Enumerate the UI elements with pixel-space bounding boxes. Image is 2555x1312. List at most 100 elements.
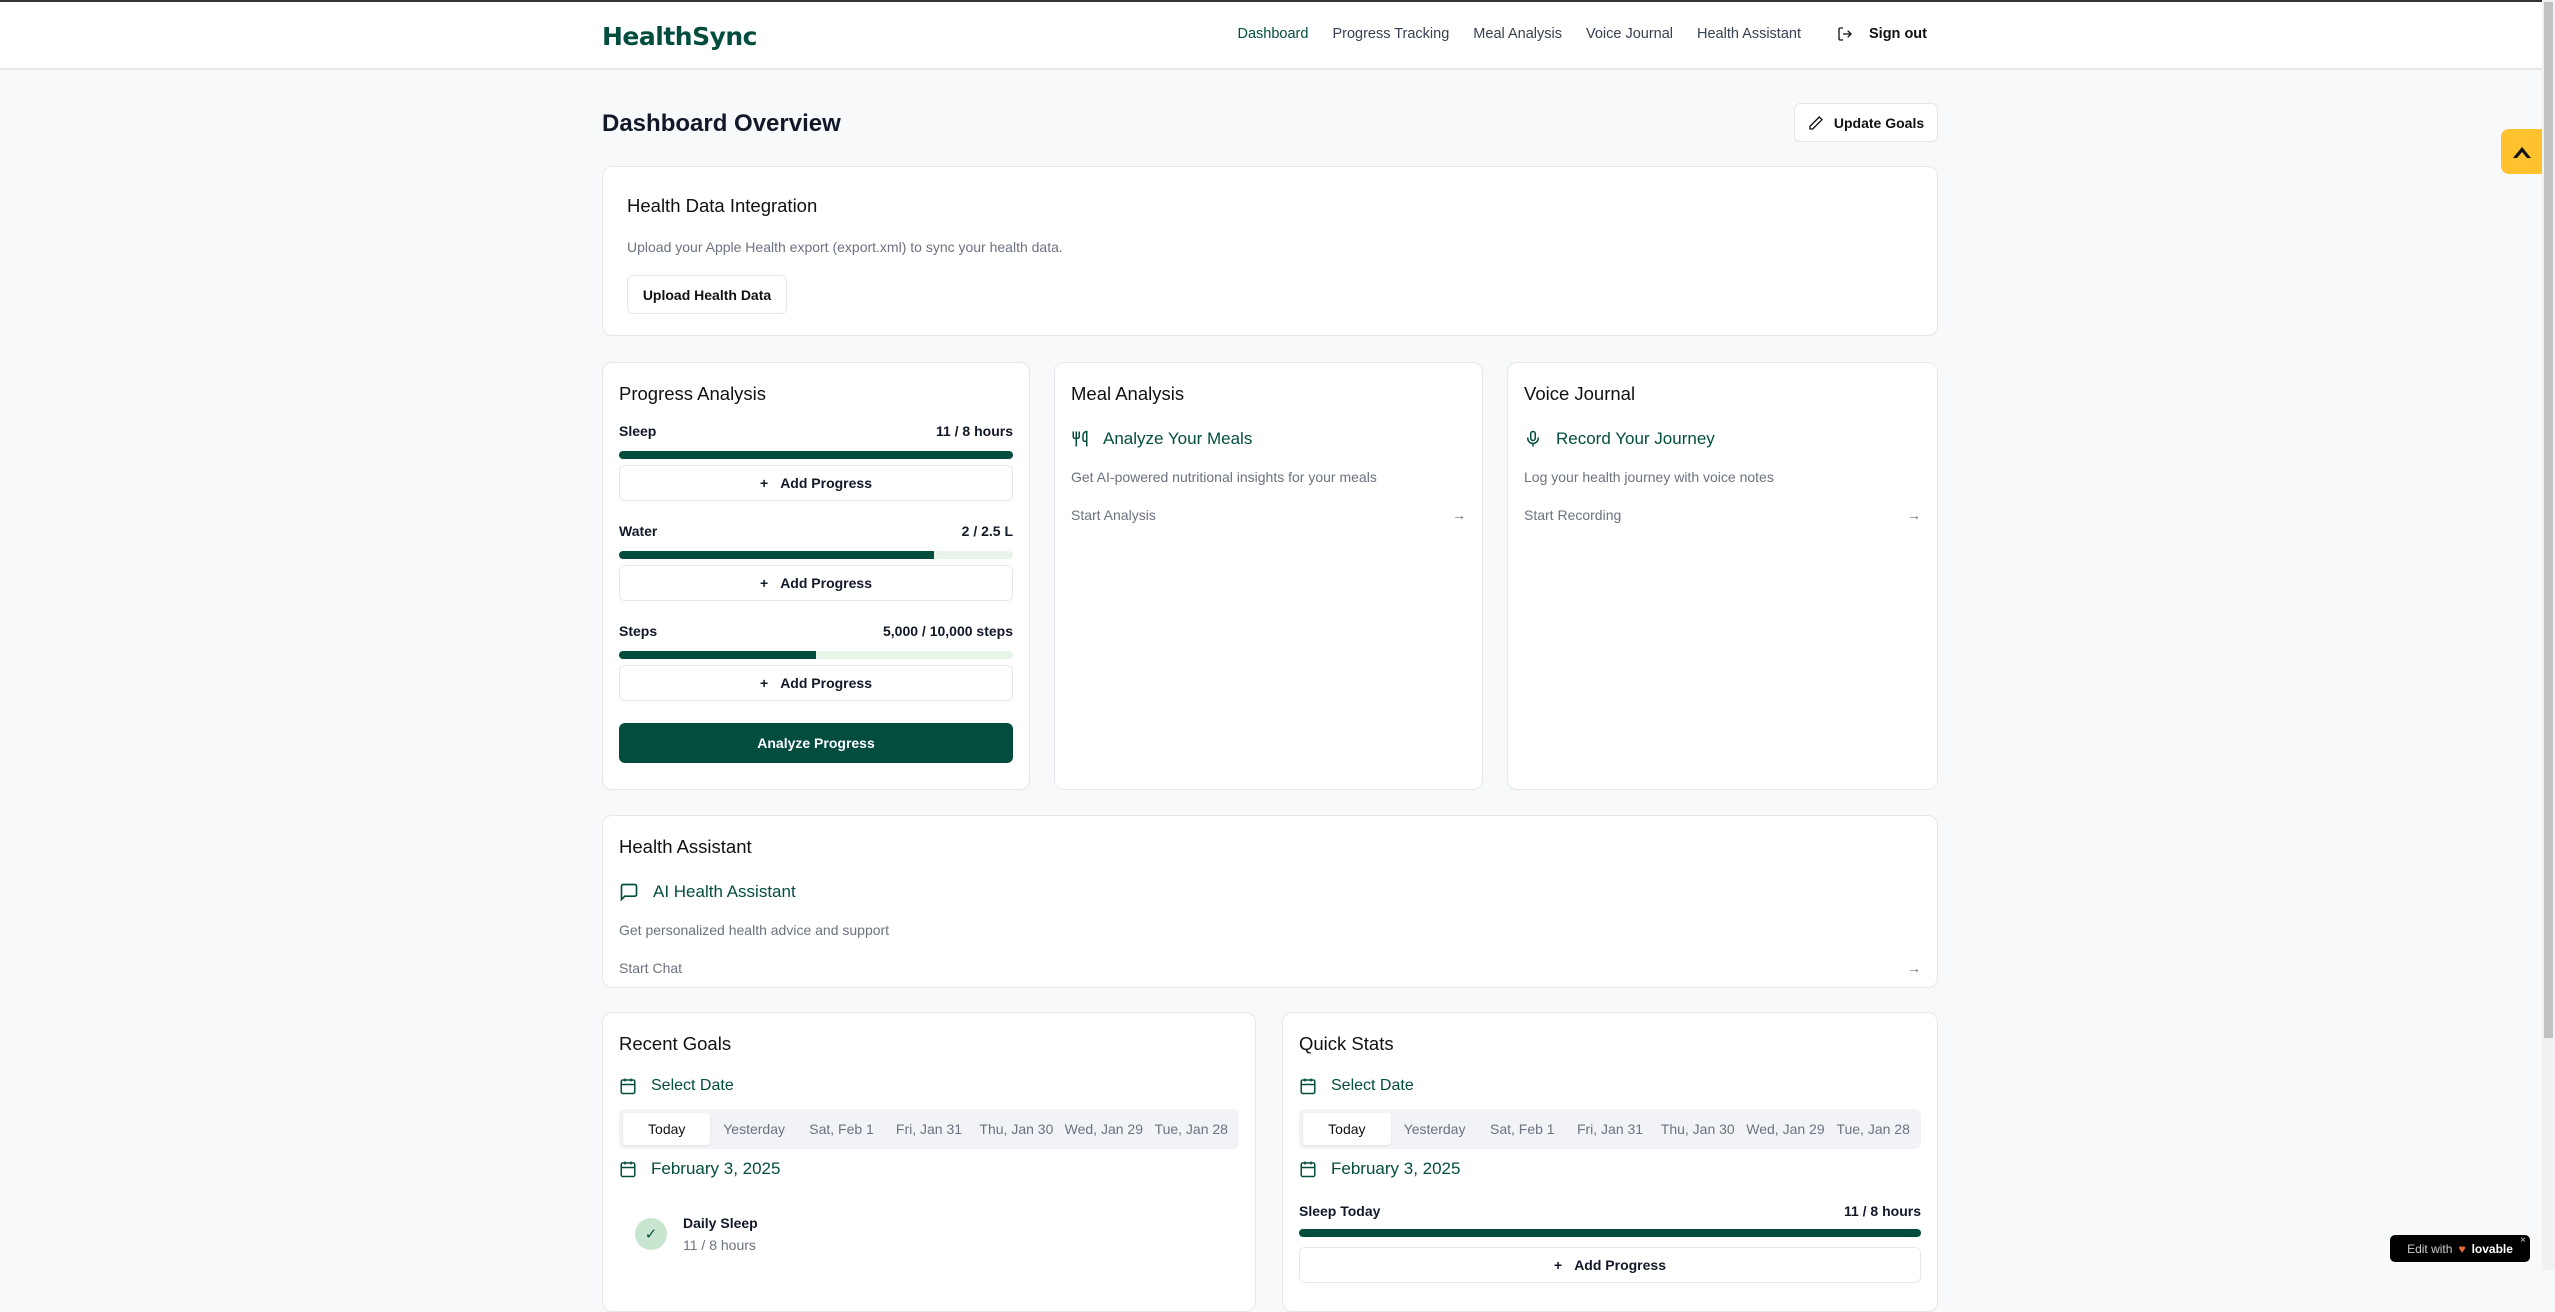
progress-fill xyxy=(1299,1229,1921,1237)
link-label: Start Recording xyxy=(1524,507,1622,523)
logo[interactable]: HealthSync xyxy=(602,22,758,51)
date-tab[interactable]: Yesterday xyxy=(1403,1121,1466,1137)
card-title: Health Assistant xyxy=(619,836,752,857)
microphone-icon xyxy=(1527,430,1539,447)
nav-progress-tracking[interactable]: Progress Tracking xyxy=(1332,26,1450,42)
scrollbar[interactable] xyxy=(2542,0,2555,1270)
update-goals-button[interactable]: Update Goals xyxy=(1794,103,1938,142)
feature-description: Log your health journey with voice notes xyxy=(1524,469,1774,485)
date-tab[interactable]: Fri, Jan 31 xyxy=(895,1121,963,1137)
upload-health-data-button[interactable]: Upload Health Data xyxy=(627,275,787,314)
date-tab[interactable]: Today xyxy=(1303,1113,1391,1145)
select-date-label: Select Date xyxy=(1331,1077,1414,1094)
plus-icon: + xyxy=(760,575,769,591)
nav-meal-analysis[interactable]: Meal Analysis xyxy=(1473,26,1562,42)
check-icon: ✓ xyxy=(635,1218,667,1250)
link-label: Start Chat xyxy=(619,960,683,976)
card-title: Quick Stats xyxy=(1299,1033,1394,1054)
nav-health-assistant[interactable]: Health Assistant xyxy=(1697,26,1801,42)
health-assistant-card: Health Assistant AI Health Assistant Get… xyxy=(602,815,1938,988)
calendar-icon xyxy=(1300,1078,1316,1095)
assistant-feature: AI Health Assistant xyxy=(619,882,1921,902)
selected-date-label: February 3, 2025 xyxy=(1331,1159,1461,1178)
selected-date-label: February 3, 2025 xyxy=(651,1159,781,1178)
add-progress-label: Add Progress xyxy=(780,575,872,591)
feature-description: Get personalized health advice and suppo… xyxy=(619,922,890,938)
date-tab[interactable]: Thu, Jan 30 xyxy=(979,1121,1054,1137)
start-recording-link[interactable]: Start Recording → xyxy=(1524,507,1921,523)
close-icon[interactable]: × xyxy=(2520,1235,2526,1246)
date-tab[interactable]: Wed, Jan 29 xyxy=(1064,1121,1143,1137)
lovable-badge[interactable]: Edit with ♥ lovable × xyxy=(2390,1235,2530,1262)
select-date-button[interactable]: Select Date xyxy=(619,1077,1239,1095)
pencil-icon xyxy=(1809,115,1823,130)
health-data-integration-card: Health Data Integration Upload your Appl… xyxy=(602,166,1938,336)
card-title: Progress Analysis xyxy=(619,383,767,404)
top-nav: HealthSync Dashboard Progress Tracking M… xyxy=(0,2,2542,70)
date-tab[interactable]: Sat, Feb 1 xyxy=(1490,1121,1555,1137)
progress-item-water: Water 2 / 2.5 L + Add Progress xyxy=(619,523,1013,601)
selected-date: February 3, 2025 xyxy=(1299,1159,1921,1179)
progress-value: 11 / 8 hours xyxy=(935,423,1013,439)
progress-bar xyxy=(619,551,1013,559)
message-square-icon xyxy=(620,883,638,902)
progress-label: Water xyxy=(619,523,658,539)
date-tab[interactable]: Yesterday xyxy=(723,1121,785,1137)
calendar-icon xyxy=(1300,1161,1316,1178)
stat-label: Sleep Today xyxy=(1299,1203,1381,1219)
stat-value: 11 / 8 hours xyxy=(1843,1203,1921,1219)
progress-bar xyxy=(619,651,1013,659)
sign-out-label: Sign out xyxy=(1869,26,1927,42)
start-analysis-link[interactable]: Start Analysis → xyxy=(1071,507,1466,523)
feature-description: Get AI-powered nutritional insights for … xyxy=(1071,469,1377,485)
arrow-right-icon: → xyxy=(1452,507,1466,523)
nav-dashboard[interactable]: Dashboard xyxy=(1237,26,1309,42)
add-progress-button[interactable]: + Add Progress xyxy=(619,665,1013,701)
date-tab[interactable]: Wed, Jan 29 xyxy=(1746,1121,1825,1137)
date-tab[interactable]: Thu, Jan 30 xyxy=(1660,1121,1735,1137)
date-tab[interactable]: Today xyxy=(623,1113,711,1145)
card-title: Recent Goals xyxy=(619,1033,732,1054)
select-date-button[interactable]: Select Date xyxy=(1299,1077,1921,1095)
date-tabs: Today Yesterday Sat, Feb 1 Fri, Jan 31 Thu, … xyxy=(1299,1109,1921,1149)
feature-title: Analyze Your Meals xyxy=(1103,429,1253,448)
window-top-border xyxy=(0,0,2555,2)
progress-item-sleep: Sleep 11 / 8 hours + Add Progress xyxy=(619,423,1013,501)
select-date-label: Select Date xyxy=(651,1077,734,1094)
progress-item-steps: Steps 5,000 / 10,000 steps + Add Progress xyxy=(619,623,1013,701)
meal-analysis-card: Meal Analysis Analyze Your Meals Get AI-… xyxy=(1054,362,1483,790)
card-title: Meal Analysis xyxy=(1071,383,1185,404)
progress-value: 2 / 2.5 L xyxy=(961,523,1013,539)
date-tab[interactable]: Sat, Feb 1 xyxy=(809,1121,874,1137)
sign-out-button[interactable]: Sign out xyxy=(1837,26,1927,42)
add-progress-button[interactable]: + Add Progress xyxy=(619,465,1013,501)
log-out-icon xyxy=(1838,27,1852,41)
analyze-progress-button[interactable]: Analyze Progress xyxy=(619,723,1013,763)
voice-feature: Record Your Journey xyxy=(1524,429,1921,449)
progress-label: Sleep xyxy=(619,423,657,439)
arrow-right-icon: → xyxy=(1907,960,1921,976)
add-progress-button[interactable]: + Add Progress xyxy=(619,565,1013,601)
add-progress-label: Add Progress xyxy=(780,475,872,491)
plus-icon: + xyxy=(760,675,769,691)
card-title: Health Data Integration xyxy=(627,195,818,216)
heart-icon: ♥ xyxy=(2458,1241,2466,1256)
update-goals-label: Update Goals xyxy=(1833,114,1925,131)
card-title: Voice Journal xyxy=(1524,383,1636,404)
voice-journal-card: Voice Journal Record Your Journey Log yo… xyxy=(1507,362,1938,790)
start-chat-link[interactable]: Start Chat → xyxy=(619,960,1921,976)
plus-icon: + xyxy=(760,475,769,491)
progress-fill xyxy=(619,651,816,659)
date-tab[interactable]: Tue, Jan 28 xyxy=(1154,1121,1228,1137)
utensils-icon xyxy=(1072,430,1088,447)
add-progress-button[interactable]: + Add Progress xyxy=(1299,1247,1921,1283)
scrollbar-thumb[interactable] xyxy=(2544,2,2553,1038)
date-tab[interactable]: Tue, Jan 28 xyxy=(1836,1121,1910,1137)
selected-date: February 3, 2025 xyxy=(619,1159,1239,1179)
meal-feature: Analyze Your Meals xyxy=(1071,429,1466,449)
progress-bar xyxy=(619,451,1013,459)
sleep-stat: Sleep Today 11 / 8 hours xyxy=(1299,1203,1921,1219)
extension-tab[interactable] xyxy=(2501,129,2542,174)
nav-voice-journal[interactable]: Voice Journal xyxy=(1585,26,1674,42)
date-tab[interactable]: Fri, Jan 31 xyxy=(1576,1121,1644,1137)
